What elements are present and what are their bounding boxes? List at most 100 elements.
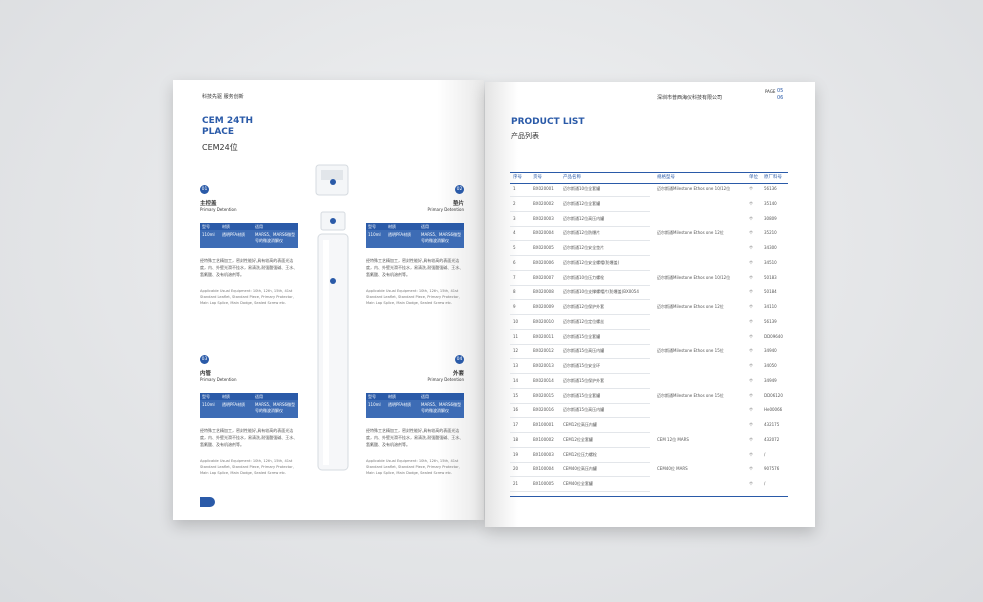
table-cell: DD09640 bbox=[764, 333, 783, 339]
table-header: 材质 bbox=[222, 224, 230, 229]
table-cell: 迈尔斯通15位保护外套 bbox=[563, 377, 605, 383]
description-en: Applicable Usual Equipment: 10th, 12th, … bbox=[200, 459, 294, 475]
row-rule bbox=[510, 446, 650, 448]
table-cell: CEM 12位 MARS bbox=[657, 436, 689, 442]
table-cell: 18 bbox=[513, 436, 519, 442]
table-cell: 透明PFA材质 bbox=[222, 232, 246, 237]
page-label: PAGE bbox=[765, 89, 776, 94]
table-cell: 个 bbox=[749, 289, 753, 295]
table-cell: 56136 bbox=[764, 186, 777, 191]
table-cell: 个 bbox=[749, 333, 753, 339]
table-cell: 个 bbox=[749, 348, 753, 354]
table-rule bbox=[510, 495, 788, 497]
table-cell: 个 bbox=[749, 466, 753, 472]
table-cell: / bbox=[764, 481, 766, 486]
part-subtitle: Primary Detention bbox=[200, 377, 237, 382]
description: 经特殊工艺精加工，密封性能好,具有较高的表面光洁度，内、外壁光滑不挂水，易清洗,… bbox=[200, 428, 298, 447]
table-cell: 21 bbox=[513, 481, 519, 486]
table-rule bbox=[510, 172, 788, 173]
table-cell: 14 bbox=[513, 377, 519, 383]
row-rule bbox=[510, 432, 650, 433]
table-cell: 迈尔斯通12位高压内罐 bbox=[563, 215, 605, 221]
table-header: 规格型号 bbox=[657, 175, 675, 180]
table-header: 适用 bbox=[421, 224, 429, 229]
table-cell: BX020003 bbox=[533, 215, 554, 221]
table-cell: 13 bbox=[513, 363, 519, 368]
row-rule bbox=[510, 343, 650, 345]
table-header: 型号 bbox=[202, 224, 210, 229]
row-rule bbox=[510, 196, 650, 197]
part-subtitle: Primary Detention bbox=[427, 377, 465, 382]
table-cell: MARS5、MARS6微型号的微波消解仪 bbox=[421, 232, 462, 243]
table-cell: MARS5、MARS6微型号的微波消解仪 bbox=[255, 402, 296, 413]
row-rule bbox=[510, 328, 650, 330]
table-cell: BX020005 bbox=[533, 245, 554, 250]
table-cell: 432175 bbox=[764, 422, 780, 427]
table-header: 材质 bbox=[388, 394, 396, 399]
table-cell: 迈尔斯通12位全套罐 bbox=[563, 200, 601, 206]
table-cell: BX020007 bbox=[533, 274, 554, 280]
row-rule bbox=[510, 461, 650, 463]
table-cell: 15 bbox=[513, 392, 519, 398]
table-cell: BX100002 bbox=[533, 436, 554, 442]
table-cell: 6 bbox=[513, 259, 516, 265]
table-cell: BX020009 bbox=[533, 304, 554, 309]
table-header: 材质 bbox=[222, 394, 230, 399]
table-cell: BX020010 bbox=[533, 318, 554, 324]
table-cell: 110ml bbox=[368, 402, 381, 407]
table-cell: 1 bbox=[513, 186, 516, 191]
table-cell: 2 bbox=[513, 200, 516, 206]
table-header: 货号 bbox=[533, 175, 542, 180]
table-cell: 7 bbox=[513, 274, 516, 280]
table-cell: 迈尔斯通15位全套罐 bbox=[563, 392, 601, 398]
table-cell: 34510 bbox=[764, 259, 777, 265]
table-header: 序号 bbox=[513, 175, 522, 180]
table-cell: CEM12位压力螺栓 bbox=[563, 451, 597, 457]
table-header: 产品名称 bbox=[563, 175, 581, 180]
table-cell: 16 bbox=[513, 407, 519, 413]
table-cell: DD06120 bbox=[764, 392, 783, 398]
description: 经特殊工艺精加工，密封性能好,具有较高的表面光洁度，内、外壁光滑不挂水，易清洗,… bbox=[200, 258, 298, 277]
part-subtitle: Primary Detention bbox=[200, 207, 237, 212]
row-rule bbox=[510, 255, 650, 256]
table-cell: 迈尔斯通10位压力螺栓 bbox=[563, 274, 605, 280]
table-header: 材质 bbox=[388, 224, 396, 229]
table-cell: CEM40位 MARS bbox=[657, 466, 688, 472]
description: 经特殊工艺精加工，密封性能好,具有较高的表面光洁度，内、外壁光滑不挂水，易清洗,… bbox=[366, 258, 464, 277]
table-cell: 3 bbox=[513, 215, 516, 221]
part-number: 01 bbox=[200, 185, 209, 194]
table-cell: / bbox=[764, 451, 766, 457]
description-en: Applicable Usual Equipment: 10th, 12th, … bbox=[366, 289, 460, 305]
table-header: 型号 bbox=[368, 394, 376, 399]
table-cell: BX020015 bbox=[533, 392, 554, 398]
table-cell: 个 bbox=[749, 407, 753, 413]
table-head-bg bbox=[366, 393, 464, 400]
table-header: 适用 bbox=[255, 224, 263, 229]
table-cell: 迈尔斯通15位高压内罐 bbox=[563, 348, 605, 354]
table-cell: 迈尔斯通Milestone Ethos one 10/12位 bbox=[657, 186, 731, 191]
table-cell: 迈尔斯通15位高压内罐 bbox=[563, 407, 605, 413]
row-rule bbox=[510, 210, 650, 212]
page-number: 05 bbox=[777, 88, 784, 94]
description-en: Applicable Usual Equipment: 10th, 12th, … bbox=[366, 459, 460, 475]
table-cell: 12 bbox=[513, 348, 519, 354]
part-title: 主控盖 bbox=[200, 201, 217, 207]
table-header: 型号 bbox=[202, 394, 210, 399]
table-cell: 迈尔斯通12位定位螺丝 bbox=[563, 318, 605, 324]
row-rule bbox=[510, 240, 650, 242]
table-cell: 个 bbox=[749, 377, 753, 383]
description-en: Applicable Usual Equipment: 10th, 12th, … bbox=[200, 289, 294, 305]
table-cell: 11 bbox=[513, 333, 519, 339]
table-cell: 个 bbox=[749, 451, 753, 457]
table-cell: 个 bbox=[749, 215, 753, 221]
description: 经特殊工艺精加工，密封性能好,具有较高的表面光洁度，内、外壁光滑不挂水，易清洗,… bbox=[366, 428, 464, 447]
table-row-bg bbox=[366, 230, 464, 248]
table-cell: BX100003 bbox=[533, 451, 554, 457]
table-cell: 907576 bbox=[764, 466, 780, 472]
row-rule bbox=[510, 269, 650, 271]
table-cell: 个 bbox=[749, 392, 753, 398]
table-cell: 个 bbox=[749, 436, 753, 442]
table-cell: 30809 bbox=[764, 215, 777, 221]
table-header: 适用 bbox=[255, 394, 263, 399]
